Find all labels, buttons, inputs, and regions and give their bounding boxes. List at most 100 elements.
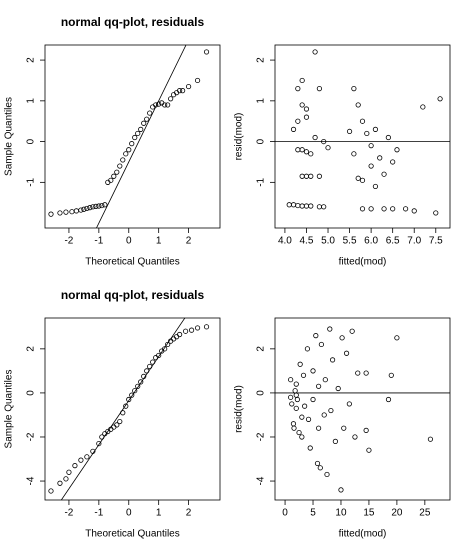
y-tick-label: 1 — [256, 98, 267, 104]
y-tick-label: -1 — [256, 177, 267, 186]
point — [437, 96, 443, 102]
point — [120, 157, 126, 163]
point — [138, 126, 144, 132]
y-tick-label: -4 — [256, 476, 267, 485]
point — [174, 334, 180, 340]
point — [368, 143, 374, 149]
point — [203, 324, 210, 330]
point — [299, 147, 305, 153]
point — [368, 163, 374, 169]
point — [324, 471, 330, 478]
y-tick-label: -4 — [26, 476, 37, 485]
point — [69, 209, 75, 215]
x-axis-title: Theoretical Quantiles — [85, 529, 180, 540]
point — [132, 134, 138, 141]
point — [182, 328, 189, 334]
point — [162, 102, 168, 108]
point — [394, 147, 400, 153]
x-tick-label: 20 — [391, 508, 403, 519]
point — [93, 203, 99, 209]
plot-box — [274, 44, 451, 229]
point — [48, 211, 54, 217]
point — [377, 155, 383, 161]
point — [87, 205, 93, 211]
point — [63, 209, 69, 215]
panel: fitted(mod) resid(mod) 0 5 10 15 20 25 -4 -2 0 2 — [234, 317, 451, 540]
point — [57, 210, 63, 216]
point — [96, 440, 102, 447]
point — [359, 177, 366, 183]
x-tick-label: 6.0 — [364, 236, 378, 247]
point — [316, 425, 322, 431]
x-tick-label: 2 — [186, 236, 192, 247]
plot-box — [44, 317, 221, 501]
y-tick-label: 2 — [26, 346, 37, 352]
chart-title: normal qq-plot, residuals — [61, 288, 205, 302]
plot-box — [274, 317, 451, 501]
point — [117, 418, 123, 425]
point — [327, 326, 333, 332]
point — [162, 346, 168, 352]
point — [352, 434, 358, 440]
x-tick-label: 1 — [156, 236, 162, 247]
qq-line — [60, 318, 186, 500]
y-tick-label: -2 — [256, 432, 267, 441]
y-tick-label: 1 — [26, 98, 37, 104]
point — [390, 206, 396, 212]
y-tick-label: -1 — [26, 177, 37, 186]
point — [141, 120, 147, 126]
point — [288, 377, 294, 383]
point — [78, 457, 84, 463]
point — [346, 401, 352, 407]
x-tick-label: 5 — [310, 508, 316, 519]
point — [312, 134, 318, 141]
x-tick-label: -2 — [64, 508, 73, 519]
point — [147, 110, 153, 116]
point — [372, 126, 379, 132]
x-axis-title: fitted(mod) — [339, 257, 387, 268]
point — [364, 130, 370, 137]
point — [135, 383, 141, 389]
x-tick-label: 5.5 — [343, 236, 357, 247]
point — [303, 114, 310, 120]
point — [299, 203, 305, 209]
x-tick-label: 1 — [156, 508, 162, 519]
point — [303, 106, 310, 112]
point — [312, 49, 318, 55]
point — [359, 206, 366, 212]
point — [72, 463, 78, 469]
point — [341, 425, 347, 431]
y-axis-title: resid(mod) — [234, 113, 245, 161]
point — [420, 104, 426, 110]
point — [328, 407, 334, 414]
panel: normal qq-plot, residuals Theoretical Qua… — [4, 15, 221, 268]
point — [78, 207, 84, 213]
y-tick-label: 2 — [256, 346, 267, 352]
point — [355, 175, 361, 181]
x-tick-label: 2 — [186, 508, 192, 519]
point — [381, 171, 387, 177]
point — [96, 203, 102, 209]
point — [411, 208, 417, 214]
point — [90, 204, 96, 210]
point — [165, 341, 171, 348]
point — [84, 454, 90, 460]
point — [299, 434, 305, 440]
point — [123, 403, 129, 409]
point — [321, 204, 327, 210]
point — [368, 206, 374, 212]
point — [66, 469, 72, 475]
point — [372, 183, 379, 190]
y-tick-label: -2 — [26, 432, 37, 441]
point — [299, 102, 305, 108]
point — [185, 83, 192, 90]
point — [346, 128, 353, 135]
point — [63, 476, 69, 482]
y-tick-label: 0 — [26, 138, 37, 144]
x-tick-label: 0 — [282, 508, 288, 519]
point — [363, 427, 369, 433]
x-tick-label: -1 — [94, 236, 103, 247]
point — [188, 327, 195, 333]
point — [316, 173, 322, 179]
point — [355, 102, 361, 108]
